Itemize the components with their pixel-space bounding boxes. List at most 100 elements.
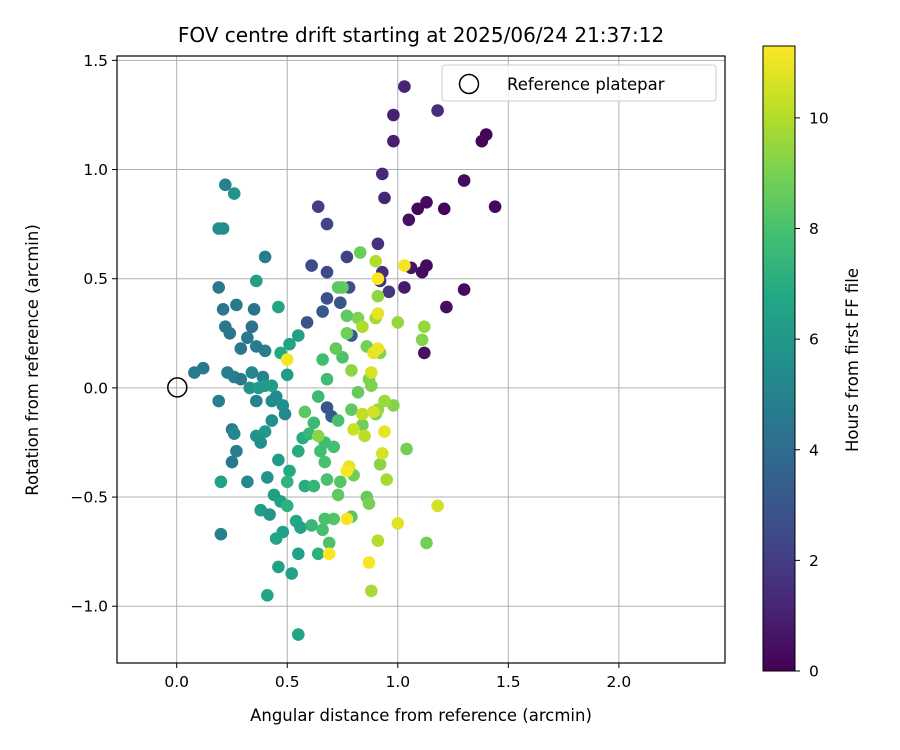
data-point (356, 407, 369, 421)
data-point (216, 303, 230, 316)
data-point (292, 329, 305, 342)
data-point (272, 300, 285, 314)
data-point (415, 265, 429, 279)
data-point (280, 368, 294, 382)
data-point (373, 458, 387, 471)
data-point (298, 405, 312, 419)
data-point (223, 327, 237, 340)
colorbar-tick-label: 4 (809, 441, 819, 459)
data-point (371, 289, 385, 303)
data-point (402, 213, 416, 227)
data-point (258, 250, 272, 264)
data-point (411, 202, 425, 216)
data-point (212, 394, 225, 408)
data-point (305, 259, 318, 272)
colorbar-tick-label: 2 (809, 552, 819, 570)
data-point (241, 475, 254, 489)
x-tick-label: 2.0 (607, 673, 632, 691)
y-tick-label: 0.5 (83, 270, 108, 288)
data-point (418, 346, 431, 360)
data-point (263, 508, 276, 521)
data-point (378, 394, 391, 408)
data-point (234, 342, 248, 355)
data-point (300, 316, 314, 329)
data-point (219, 178, 232, 192)
data-point (431, 104, 444, 117)
data-point (356, 320, 369, 334)
legend-box (441, 64, 717, 102)
data-point (307, 416, 321, 430)
data-point (336, 351, 349, 364)
data-point (387, 134, 400, 148)
data-point (269, 390, 283, 403)
data-point (340, 250, 354, 264)
data-point (307, 479, 321, 493)
data-point (292, 547, 305, 561)
data-point (294, 521, 307, 534)
data-point (254, 436, 267, 449)
data-point (340, 512, 354, 526)
data-point (362, 556, 376, 569)
colorbar-label: Hours from first FF file (843, 268, 862, 452)
data-point (340, 464, 354, 478)
data-point (371, 307, 385, 320)
data-point (316, 305, 329, 318)
data-point (322, 547, 336, 561)
data-point (340, 309, 354, 323)
x-tick-label: 0.0 (164, 673, 189, 691)
colorbar-ticks: 0 2 4 6 8 10 (795, 109, 829, 681)
data-point (457, 174, 471, 187)
data-point (420, 536, 433, 550)
data-point (225, 455, 239, 469)
data-point (292, 628, 305, 641)
x-tick-label: 1.0 (385, 673, 410, 691)
data-point (365, 366, 378, 379)
y-tick-label: 1.5 (83, 52, 108, 70)
data-point (400, 442, 413, 456)
legend: Reference platepar (441, 64, 717, 102)
data-point (214, 527, 228, 541)
data-point (437, 202, 451, 216)
data-point (311, 429, 325, 443)
data-point (431, 499, 444, 513)
data-point (415, 333, 429, 347)
data-point (272, 453, 285, 467)
data-point (249, 394, 263, 408)
data-point (420, 196, 433, 209)
data-point (265, 414, 279, 427)
data-point (311, 200, 325, 213)
data-point (345, 403, 358, 417)
data-point (311, 547, 325, 561)
data-point (371, 342, 385, 355)
data-point (316, 353, 329, 366)
data-point (243, 381, 256, 395)
data-point (371, 534, 385, 547)
data-point (280, 475, 294, 489)
grid-lines (117, 56, 725, 663)
colorbar-tick-label: 6 (809, 331, 819, 349)
data-points (188, 80, 502, 641)
data-point (387, 108, 400, 122)
data-point (488, 200, 502, 213)
data-point (265, 379, 279, 393)
data-point (398, 80, 411, 93)
data-point (283, 337, 296, 351)
colorbar: 0 2 4 6 8 10 Hours from first FF file (762, 45, 862, 681)
data-point (283, 464, 296, 478)
data-point (214, 475, 228, 489)
data-point (245, 366, 259, 379)
data-point (234, 372, 248, 386)
data-point (280, 499, 294, 513)
data-point (280, 353, 294, 366)
data-point (272, 560, 285, 574)
data-point (345, 364, 358, 377)
plot-frame (116, 55, 726, 664)
y-tick-label: 1.0 (83, 161, 108, 179)
data-point (365, 584, 378, 598)
data-point (320, 473, 334, 486)
data-point (340, 327, 354, 340)
data-point (318, 512, 332, 526)
legend-reference-marker (458, 73, 480, 95)
data-point (316, 523, 329, 537)
